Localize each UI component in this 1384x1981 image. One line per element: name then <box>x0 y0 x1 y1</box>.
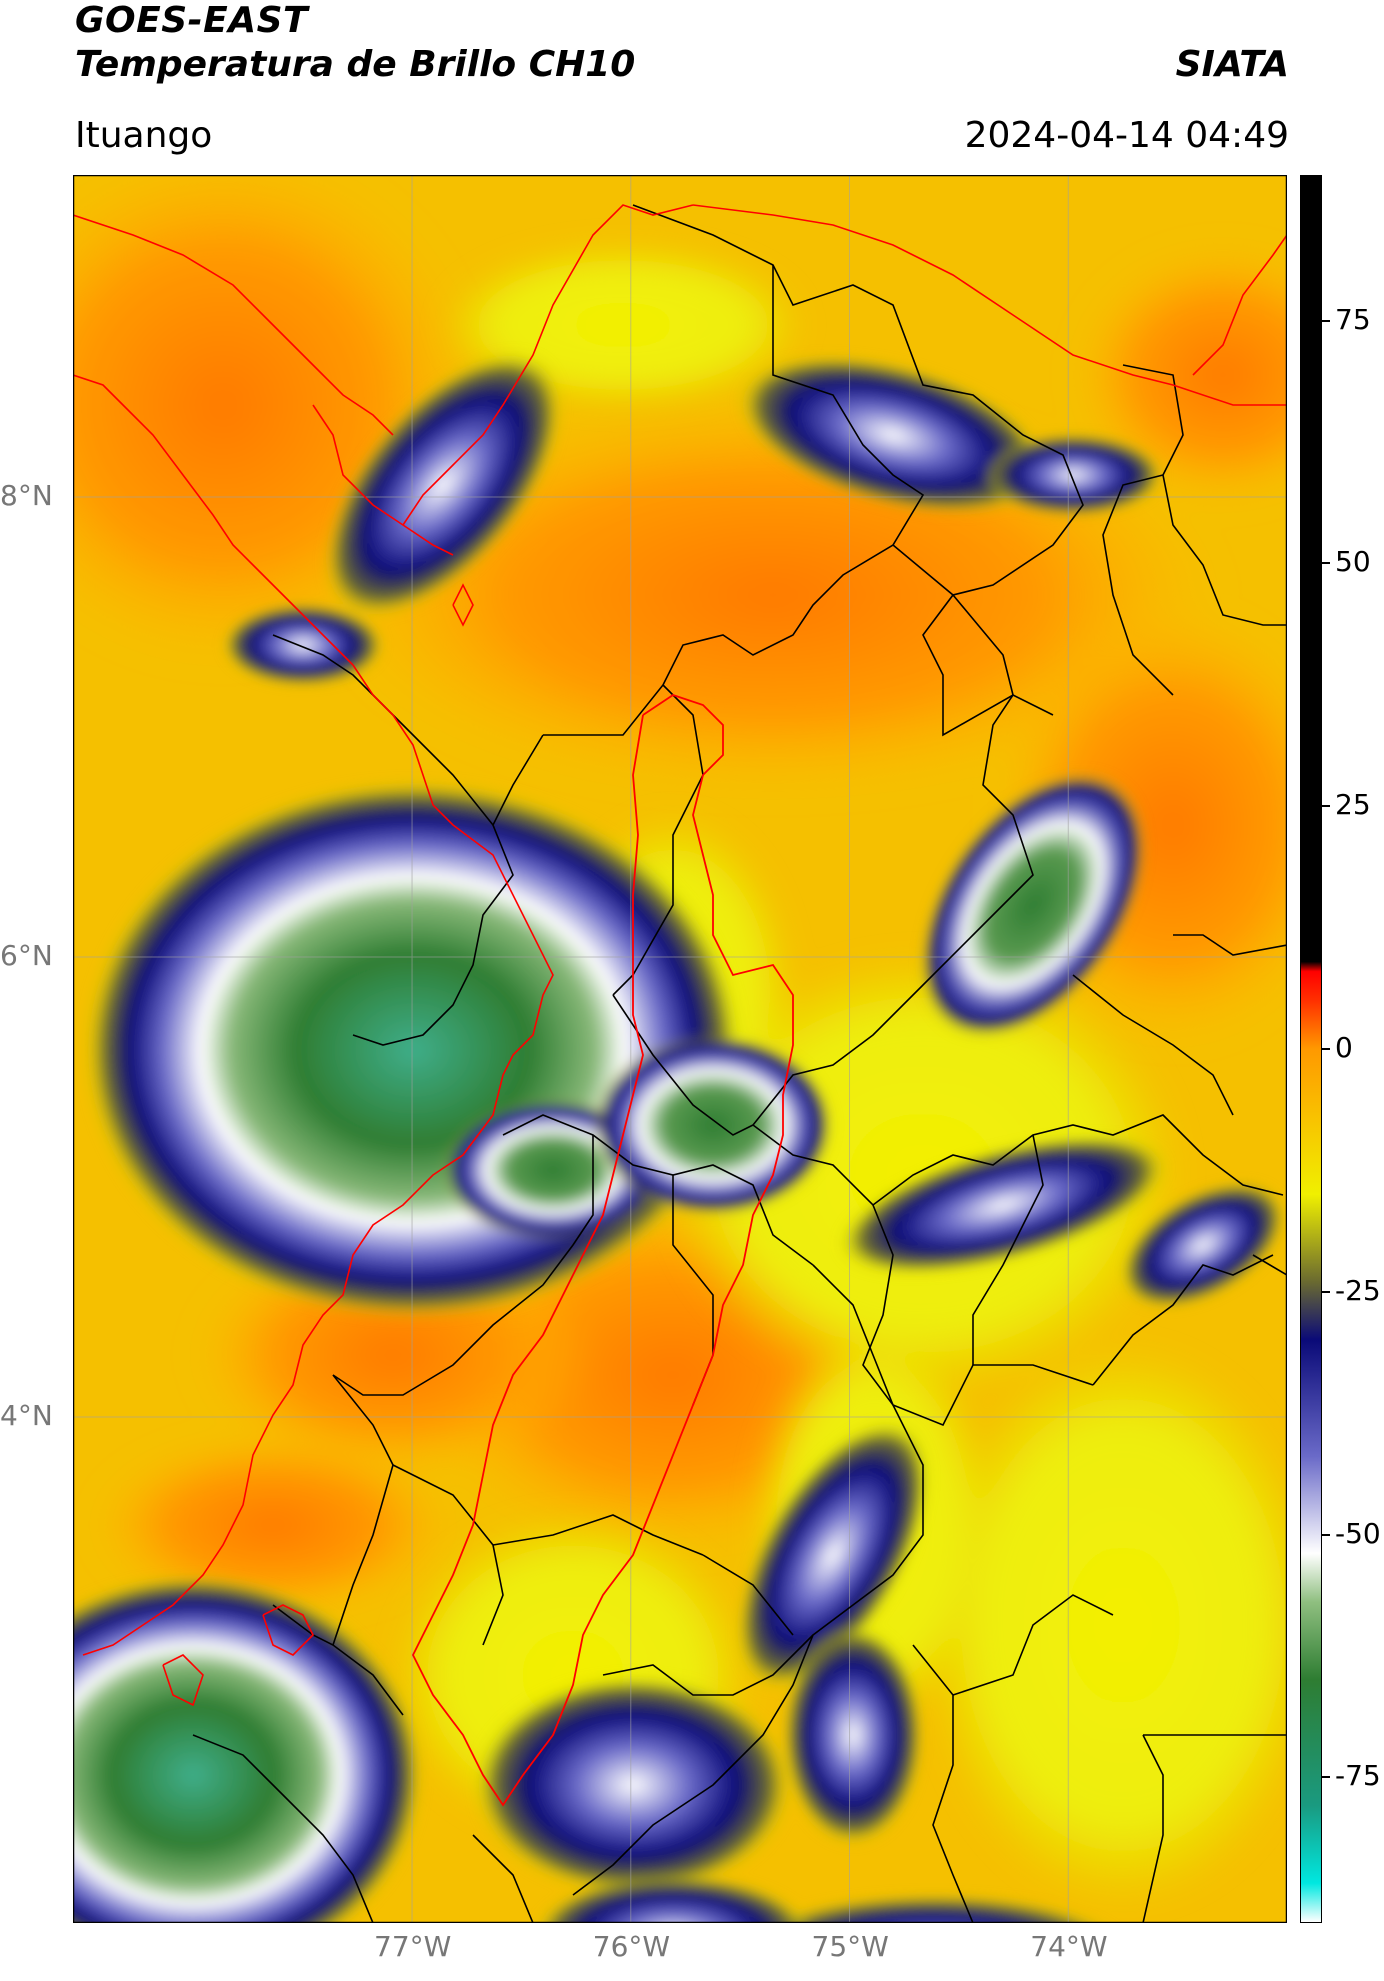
colorbar-tick <box>1322 562 1330 565</box>
colorbar-tick-label: 50 <box>1335 545 1371 579</box>
lat-tick-label: 8°N <box>0 479 53 512</box>
colorbar-tick <box>1322 805 1330 808</box>
lat-tick-label: 6°N <box>0 939 53 972</box>
brand-label: SIATA <box>1175 44 1289 85</box>
region-label: Ituango <box>75 115 213 156</box>
lat-tick-label: 4°N <box>0 1399 53 1432</box>
product-title: Temperatura de Brillo CH10 <box>75 44 636 85</box>
department-borders <box>192 204 1287 1923</box>
colorbar-tick-label: 75 <box>1335 302 1371 336</box>
lon-tick-label: 76°W <box>592 1930 671 1963</box>
colorbar-tick <box>1322 1776 1330 1779</box>
map-frame <box>73 175 1287 1923</box>
colorbar-tick-label: 25 <box>1335 788 1371 822</box>
lon-tick-label: 75°W <box>811 1930 889 1963</box>
brightness-temperature-map <box>73 175 1287 1923</box>
colorbar-tick <box>1322 1048 1330 1050</box>
colorbar-tick <box>1322 1533 1330 1536</box>
colorbar-tick-label: -25 <box>1335 1273 1381 1307</box>
colorbar-tick-label: -50 <box>1335 1516 1381 1550</box>
lon-tick-label: 74°W <box>1030 1930 1108 1963</box>
lon-tick-label: 77°W <box>374 1930 452 1963</box>
ituango-basin-outline <box>411 694 794 1807</box>
colorbar-tick <box>1322 319 1330 322</box>
colorbar <box>1300 175 1322 1923</box>
colorbar-tick-label: -75 <box>1335 1759 1381 1793</box>
colorbar-tick <box>1322 1290 1330 1293</box>
cold-cloud-tops <box>73 352 1285 1923</box>
colorbar-tick-label: 0 <box>1335 1031 1353 1064</box>
satellite-title: GOES-EAST <box>75 0 309 41</box>
timestamp-label: 2024-04-14 04:49 <box>964 115 1289 156</box>
country-borders <box>73 204 1287 1707</box>
